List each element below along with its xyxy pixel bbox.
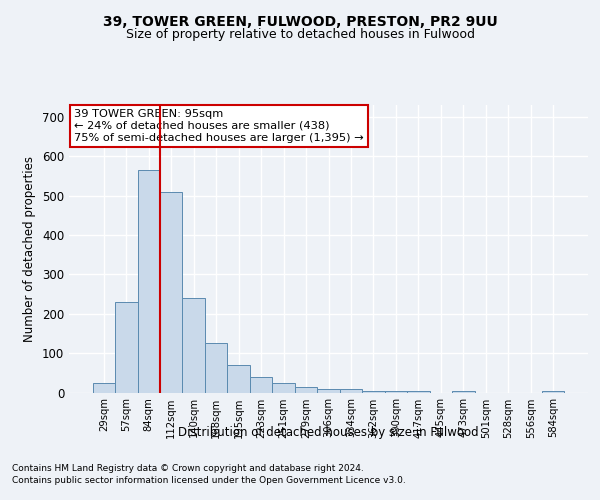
Bar <box>272 382 295 392</box>
Bar <box>137 170 160 392</box>
Bar <box>452 390 475 392</box>
Y-axis label: Number of detached properties: Number of detached properties <box>23 156 37 342</box>
Bar <box>340 388 362 392</box>
Bar <box>182 298 205 392</box>
Bar <box>385 390 407 392</box>
Text: 39 TOWER GREEN: 95sqm
← 24% of detached houses are smaller (438)
75% of semi-det: 39 TOWER GREEN: 95sqm ← 24% of detached … <box>74 110 364 142</box>
Bar <box>205 344 227 392</box>
Bar <box>407 390 430 392</box>
Bar <box>542 390 565 392</box>
Bar <box>160 192 182 392</box>
Bar <box>250 376 272 392</box>
Text: Contains public sector information licensed under the Open Government Licence v3: Contains public sector information licen… <box>12 476 406 485</box>
Text: Contains HM Land Registry data © Crown copyright and database right 2024.: Contains HM Land Registry data © Crown c… <box>12 464 364 473</box>
Bar <box>362 390 385 392</box>
Text: 39, TOWER GREEN, FULWOOD, PRESTON, PR2 9UU: 39, TOWER GREEN, FULWOOD, PRESTON, PR2 9… <box>103 15 497 29</box>
Text: Size of property relative to detached houses in Fulwood: Size of property relative to detached ho… <box>125 28 475 41</box>
Bar <box>92 382 115 392</box>
Bar <box>295 387 317 392</box>
Bar <box>317 388 340 392</box>
Bar <box>115 302 137 392</box>
Text: Distribution of detached houses by size in Fulwood: Distribution of detached houses by size … <box>178 426 479 439</box>
Bar <box>227 365 250 392</box>
